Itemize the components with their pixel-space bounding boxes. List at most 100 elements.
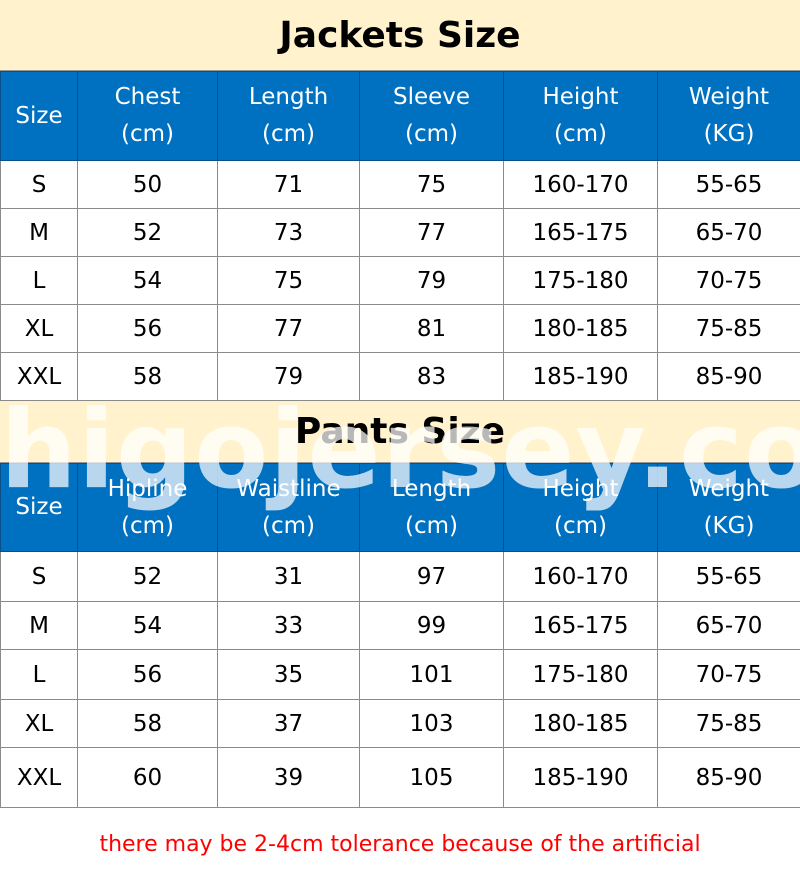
size-cell: L: [0, 256, 78, 305]
value-cell: 39: [217, 747, 360, 808]
value-cell: 31: [217, 551, 360, 602]
value-cell: 65-70: [657, 208, 800, 257]
value-cell: 33: [217, 601, 360, 650]
value-cell: 75: [217, 256, 360, 305]
value-cell: 85-90: [657, 747, 800, 808]
value-cell: 75-85: [657, 699, 800, 748]
column-header: Length (cm): [217, 71, 360, 161]
value-cell: 77: [217, 304, 360, 353]
value-cell: 50: [77, 160, 218, 209]
header-text: Hipline: [107, 475, 188, 502]
table-row: M 52 73 77 165-175 65-70: [0, 208, 800, 257]
size-cell: XL: [0, 699, 78, 748]
table-row: S 50 71 75 160-170 55-65: [0, 160, 800, 209]
table-row: XL 56 77 81 180-185 75-85: [0, 304, 800, 353]
value-cell: 54: [77, 601, 218, 650]
value-cell: 79: [359, 256, 504, 305]
value-cell: 52: [77, 208, 218, 257]
jackets-title: Jackets Size: [0, 0, 800, 71]
header-text: Length: [248, 84, 329, 110]
jackets-header-row: Size Chest (cm) Length (cm) Sleeve (cm) Height (…: [0, 71, 800, 161]
table-row: M 54 33 99 165-175 65-70: [0, 601, 800, 650]
value-cell: 81: [359, 304, 504, 353]
header-text: (cm): [262, 121, 315, 147]
header-text: Weight: [688, 84, 770, 110]
tolerance-note: there may be 2-4cm tolerance because of …: [99, 832, 701, 857]
value-cell: 65-70: [657, 601, 800, 650]
value-cell: 55-65: [657, 160, 800, 209]
value-cell: 85-90: [657, 352, 800, 401]
value-cell: 185-190: [503, 747, 658, 808]
value-cell: 60: [77, 747, 218, 808]
value-cell: 52: [77, 551, 218, 602]
size-cell: L: [0, 649, 78, 700]
header-text: (cm): [121, 121, 174, 147]
value-cell: 99: [359, 601, 504, 650]
header-text: Weight: [688, 475, 770, 502]
size-cell: M: [0, 208, 78, 257]
value-cell: 83: [359, 352, 504, 401]
column-header: Size: [0, 71, 78, 161]
value-cell: 175-180: [503, 649, 658, 700]
size-cell: M: [0, 601, 78, 650]
value-cell: 165-175: [503, 208, 658, 257]
value-cell: 175-180: [503, 256, 658, 305]
header-text: (cm): [405, 121, 458, 147]
size-cell: S: [0, 160, 78, 209]
value-cell: 75-85: [657, 304, 800, 353]
value-cell: 180-185: [503, 699, 658, 748]
value-cell: 73: [217, 208, 360, 257]
header-text: Size: [15, 494, 63, 520]
header-text: Chest: [114, 84, 181, 110]
pants-title: Pants Size: [0, 401, 800, 463]
jackets-table: Size Chest (cm) Length (cm) Sleeve (cm) Height (…: [0, 71, 800, 401]
table-row: XL 58 37 103 180-185 75-85: [0, 699, 800, 748]
value-cell: 70-75: [657, 649, 800, 700]
value-cell: 101: [359, 649, 504, 700]
value-cell: 70-75: [657, 256, 800, 305]
header-text: (KG): [703, 121, 755, 147]
column-header: Sleeve (cm): [359, 71, 504, 161]
column-header: Chest (cm): [77, 71, 218, 161]
value-cell: 165-175: [503, 601, 658, 650]
header-text: Sleeve: [392, 84, 471, 110]
size-cell: XL: [0, 304, 78, 353]
value-cell: 37: [217, 699, 360, 748]
value-cell: 56: [77, 649, 218, 700]
table-row: XXL 60 39 105 185-190 85-90: [0, 747, 800, 808]
value-cell: 103: [359, 699, 504, 748]
header-text: Length: [391, 475, 472, 502]
value-cell: 79: [217, 352, 360, 401]
table-row: L 56 35 101 175-180 70-75: [0, 649, 800, 700]
value-cell: 58: [77, 352, 218, 401]
value-cell: 71: [217, 160, 360, 209]
pants-header-row: Size Hipline (cm) Waistline (cm) Length (cm) He…: [0, 463, 800, 552]
value-cell: 185-190: [503, 352, 658, 401]
table-row: S 52 31 97 160-170 55-65: [0, 551, 800, 602]
header-text: Size: [15, 102, 63, 129]
column-header: Weight (KG): [657, 463, 800, 552]
header-text: Height: [542, 84, 619, 110]
header-text: (cm): [554, 121, 607, 147]
table-row: L 54 75 79 175-180 70-75: [0, 256, 800, 305]
header-text: Waistline: [236, 475, 341, 502]
column-header: Weight (KG): [657, 71, 800, 161]
column-header: Height (cm): [503, 463, 658, 552]
value-cell: 160-170: [503, 551, 658, 602]
value-cell: 35: [217, 649, 360, 700]
value-cell: 77: [359, 208, 504, 257]
value-cell: 180-185: [503, 304, 658, 353]
value-cell: 160-170: [503, 160, 658, 209]
size-cell: XXL: [0, 747, 78, 808]
column-header: Height (cm): [503, 71, 658, 161]
value-cell: 56: [77, 304, 218, 353]
size-cell: XXL: [0, 352, 78, 401]
value-cell: 54: [77, 256, 218, 305]
header-text: Height: [542, 475, 619, 502]
value-cell: 75: [359, 160, 504, 209]
header-text: (cm): [405, 512, 458, 539]
value-cell: 55-65: [657, 551, 800, 602]
header-text: (KG): [703, 512, 755, 539]
header-text: (cm): [554, 512, 607, 539]
